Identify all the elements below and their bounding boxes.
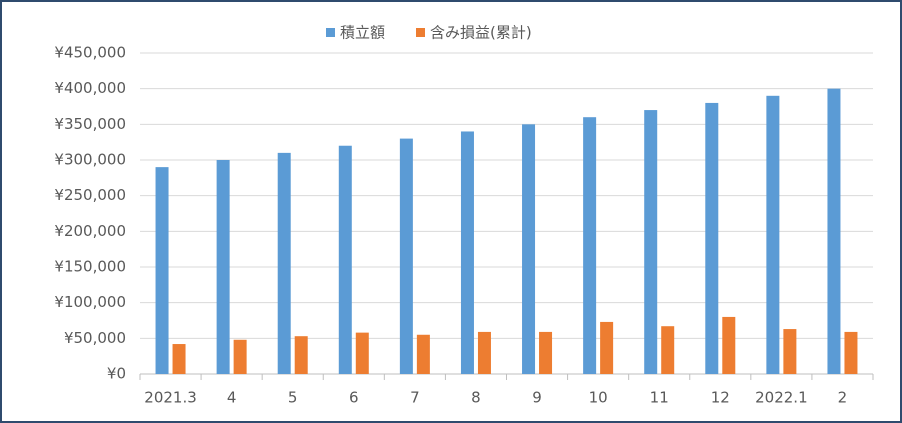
x-tick-label: 8 [471,389,481,407]
bar [216,160,230,374]
bar [827,88,841,375]
x-tick-label: 12 [711,389,730,407]
bar [844,331,858,374]
bar [539,331,553,374]
x-tick-label: 10 [589,389,608,407]
y-tick-label: ¥0 [107,365,126,383]
legend-swatch [326,28,335,37]
y-tick-label: ¥100,000 [54,293,126,311]
x-tick-label: 11 [650,389,669,407]
bar [661,326,675,374]
y-tick-label: ¥450,000 [54,44,126,62]
bar [399,138,413,374]
legend-label: 積立額 [340,24,385,42]
bar [722,316,736,374]
x-tick-label: 2 [838,389,848,407]
bar [277,152,291,374]
bar [233,339,247,374]
bar [600,321,614,374]
bar [766,95,780,375]
bar [522,124,536,374]
y-tick-label: ¥200,000 [54,222,126,240]
y-tick-label: ¥150,000 [54,258,126,276]
legend-swatch [416,28,425,37]
y-tick-label: ¥300,000 [54,151,126,169]
bar [416,334,430,374]
bar [644,110,658,375]
bar [172,344,186,374]
bar [583,117,597,374]
y-tick-label: ¥350,000 [54,115,126,133]
x-tick-label: 6 [349,389,359,407]
bar [783,329,797,374]
bar [155,167,169,374]
bar [338,145,352,374]
bar [355,332,369,374]
bar [477,331,491,374]
legend-label: 含み損益(累計) [430,24,532,42]
x-tick-label: 5 [288,389,298,407]
x-tick-label: 9 [532,389,542,407]
bar [460,131,474,374]
bar [294,336,308,374]
x-tick-label: 2022.1 [755,389,808,407]
y-tick-label: ¥50,000 [64,329,126,347]
y-tick-label: ¥250,000 [54,186,126,204]
x-tick-label: 4 [227,389,237,407]
x-tick-label: 2021.3 [144,389,197,407]
y-tick-label: ¥400,000 [54,79,126,97]
bar [705,102,719,374]
x-tick-label: 7 [410,389,420,407]
